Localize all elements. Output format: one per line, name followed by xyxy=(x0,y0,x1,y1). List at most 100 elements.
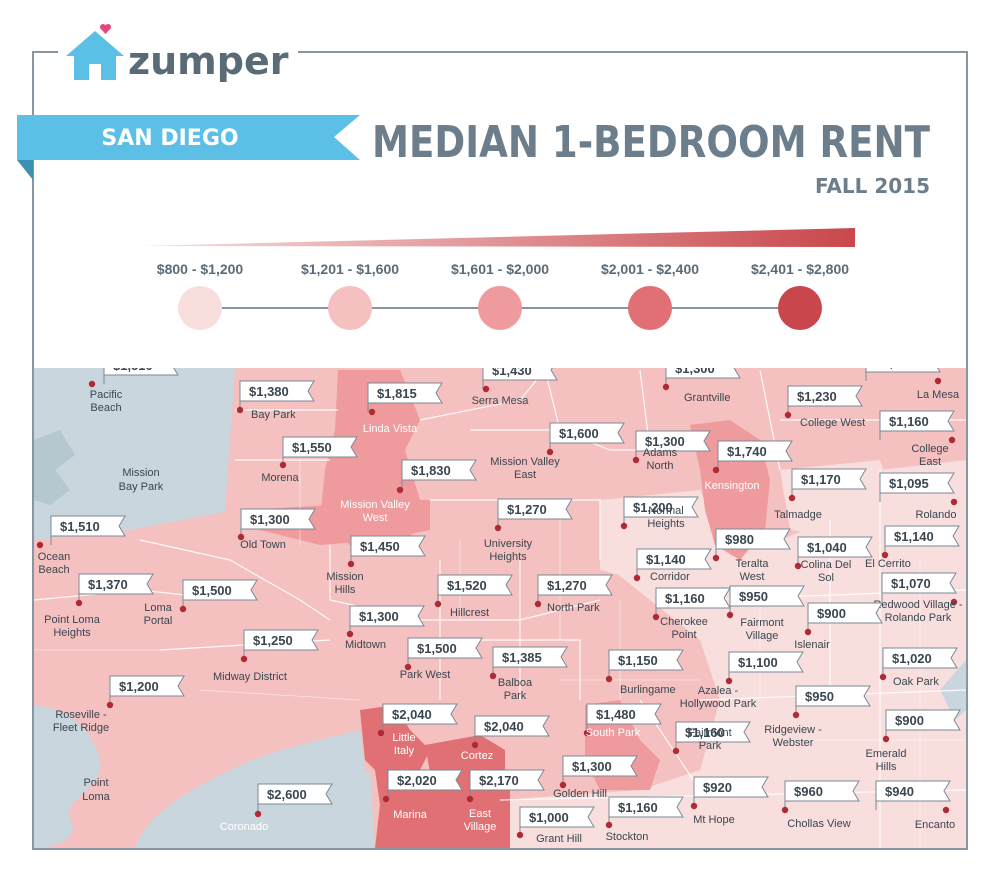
neighborhood-name-normal-heights: Normal Heights xyxy=(647,505,685,530)
little-italy-region xyxy=(360,705,430,775)
neighborhood-name-kensington: Kensington xyxy=(704,480,759,492)
neighborhood-name-mission-valley-east: Mission Valley East xyxy=(490,456,560,481)
page-title: MEDIAN 1-BEDROOM RENT xyxy=(372,117,930,168)
rent-value-islenair: $900 xyxy=(817,606,846,621)
location-dot-rolando xyxy=(950,498,958,506)
rent-value-serra-mesa: $1,430 xyxy=(492,363,532,378)
rent-value-fairmont-village: $950 xyxy=(739,589,768,604)
rent-value-golden-hill: $1,300 xyxy=(572,759,612,774)
rent-value-mission-hills: $1,450 xyxy=(360,539,400,554)
neighborhood-serra-mesa: $1,430 Serra Mesa xyxy=(472,363,558,407)
neighborhood-east-village: $2,170 East Village xyxy=(464,769,545,833)
neighborhood-name-midtown: Midtown xyxy=(345,639,386,651)
neighborhood-name-la-mesa: La Mesa xyxy=(917,389,960,401)
neighborhood-name-redwood-village-rolando-park: Redwood Village -Rolando Park xyxy=(873,599,962,624)
rent-tag-marina: $2,020 xyxy=(387,769,463,799)
rent-tag-college-west: $1,230 xyxy=(787,385,863,415)
rent-tag-bay-park: $1,380 xyxy=(239,380,315,410)
rent-value-mt-hope: $920 xyxy=(703,780,732,795)
neighborhood-name-teralta-west: Teralta West xyxy=(735,558,769,583)
san-diego-bay xyxy=(135,730,375,848)
legend-swatch-5 xyxy=(778,286,822,330)
legend-swatch-4 xyxy=(628,286,672,330)
legend-swatch-3 xyxy=(478,286,522,330)
neighborhood-name-ocean-beach: Ocean Beach xyxy=(38,551,70,576)
rent-tag-corridor: $1,140 xyxy=(636,548,712,578)
neighborhood-old-town: $1,300 Old Town xyxy=(237,508,316,551)
neighborhood-name-azalea-hollywood-park: Azalea -Hollywood Park xyxy=(680,685,757,710)
location-dot-north-park xyxy=(534,600,542,608)
location-dot-colina-del-sol xyxy=(794,562,802,570)
legend-swatch-2 xyxy=(328,286,372,330)
rent-tag-mt-hope: $920 xyxy=(693,776,769,806)
rent-value-oak-park: $1,020 xyxy=(892,651,932,666)
neighborhood-corridor: $1,140 Corridor xyxy=(633,548,712,583)
neighborhood-name-grant-hill: Grant Hill xyxy=(536,833,582,845)
location-dot-teralta-west xyxy=(712,554,720,562)
rent-tag-east-village: $2,170 xyxy=(469,769,545,799)
neighborhood-marina: $2,020 Marina xyxy=(382,769,463,821)
rent-tag-serra-mesa: $1,430 xyxy=(482,363,558,389)
neighborhood-mission-valley-west: $1,830 Mission Valley West xyxy=(340,459,477,524)
neighborhood-name-hillcrest: Hillcrest xyxy=(450,607,489,619)
neighborhood-midtown: $1,300 Midtown xyxy=(345,605,425,651)
rent-value-park-west: $1,500 xyxy=(417,641,457,656)
neighborhood-name-marina: Marina xyxy=(393,809,428,821)
rent-tag-little-italy: $2,040 xyxy=(382,703,458,733)
neighborhood-park-west: $1,500 Park West xyxy=(400,637,483,681)
mission-bay-water xyxy=(34,368,235,540)
location-dot-encanto xyxy=(942,806,950,814)
neighborhood-el-cerrito: $1,140 El Cerrito xyxy=(865,525,960,570)
location-dot-normal-heights xyxy=(620,522,628,530)
rent-value-normal-heights: $1,200 xyxy=(633,500,673,515)
neighborhood-north-park: $1,270 North Park xyxy=(534,574,613,614)
rent-value-pacific-beach: $1,510 xyxy=(113,358,153,373)
neighborhood-emerald-hills: $900 Emerald Hills xyxy=(866,709,961,773)
east-village-region xyxy=(440,775,510,848)
neighborhood-coronado: $2,600 Coronado xyxy=(220,783,333,833)
neighborhood-stockton: $1,160 Stockton xyxy=(606,796,684,843)
neighborhood-name-loma-portal: Loma Portal xyxy=(144,602,173,627)
neighborhood-name-el-cerrito: El Cerrito xyxy=(865,558,911,570)
neighborhood-name-cortez: Cortez xyxy=(461,750,493,762)
location-dot-balboa-park xyxy=(489,672,497,680)
location-dot-oak-park xyxy=(879,673,887,681)
rent-tag-oak-park: $1,020 xyxy=(882,647,958,677)
neighborhood-hillcrest: $1,520 Hillcrest xyxy=(434,574,513,619)
location-dot-ocean-beach xyxy=(36,541,44,549)
neighborhood-name-stockton: Stockton xyxy=(606,831,649,843)
neighborhood-name-mission-hills: Mission Hills xyxy=(326,571,363,596)
neighborhood-name-park-west: Park West xyxy=(400,669,451,681)
neighborhood-golden-hill: $1,300 Golden Hill xyxy=(553,755,638,800)
rent-value-ocean-beach: $1,510 xyxy=(60,519,100,534)
rent-tag-emerald-hills: $900 xyxy=(885,709,961,739)
neighborhood-name-coronado: Coronado xyxy=(220,821,268,833)
location-dot-south-park xyxy=(583,729,591,737)
location-dot-old-town xyxy=(237,533,245,541)
neighborhood-name-golden-hill: Golden Hill xyxy=(553,788,607,800)
rent-tag-chollas-view: $960 xyxy=(784,780,860,810)
water xyxy=(34,368,966,848)
water-label-mission-bay-park: Mission Bay Park xyxy=(119,467,164,493)
neighborhood-encanto: $940 Encanto xyxy=(875,780,955,831)
neighborhood-midway-district: $1,250 Midway District xyxy=(213,629,319,683)
rent-value-bay-park: $1,380 xyxy=(249,384,289,399)
rent-value-morena: $1,550 xyxy=(292,440,332,455)
neighborhood-name-fairmont-village: Fairmont Village xyxy=(740,617,783,642)
rent-value-stockton: $1,160 xyxy=(618,800,658,815)
rent-tag-golden-hill: $1,300 xyxy=(562,755,638,785)
neighborhood-name-oak-park: Oak Park xyxy=(893,676,939,688)
location-dot-cherokee-point xyxy=(652,613,660,621)
rent-value-grantville: $1,300 xyxy=(675,361,715,376)
neighborhood-azalea-hollywood-park: $1,100 Azalea -Hollywood Park xyxy=(680,651,804,710)
location-dot-hillcrest xyxy=(434,600,442,608)
neighborhood-name-roseville-fleet-ridge: Roseville -Fleet Ridge xyxy=(53,709,109,734)
rent-tag-azalea-hollywood-park: $1,100 xyxy=(728,651,804,681)
neighborhood-teralta-west: $980 Teralta West xyxy=(712,528,791,583)
location-dot-cortez xyxy=(471,741,479,749)
rent-tag-teralta-west: $980 xyxy=(715,528,791,558)
neighborhood-name-morena: Morena xyxy=(261,472,299,484)
neighborhood-name-little-italy: Little Italy xyxy=(392,732,415,757)
